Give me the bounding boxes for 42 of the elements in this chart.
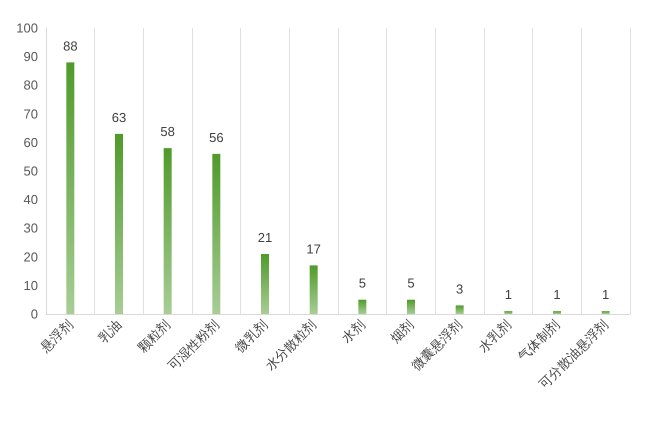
y-tick-label: 50: [24, 164, 38, 178]
bar: [602, 311, 610, 314]
bar: [504, 311, 512, 314]
data-label: 63: [112, 110, 126, 125]
data-label: 1: [504, 287, 512, 302]
y-tick-label: 10: [24, 278, 38, 293]
data-label: 1: [602, 287, 610, 302]
bar: [358, 300, 366, 314]
data-label: 17: [306, 241, 321, 256]
data-label: 58: [160, 124, 175, 140]
data-label: 3: [456, 281, 464, 296]
y-tick-label: 20: [24, 249, 38, 264]
bar: [407, 300, 415, 314]
y-tick-label: 0: [30, 306, 38, 322]
data-label: 56: [209, 130, 224, 145]
bar: [456, 305, 464, 314]
x-tick-label: 悬浮剂: [36, 316, 76, 356]
y-tick-label: 60: [24, 134, 38, 150]
bar: [261, 254, 269, 314]
data-label: 1: [553, 287, 561, 302]
bar: [212, 154, 220, 314]
y-tick-label: 90: [24, 49, 38, 64]
data-label: 21: [258, 230, 272, 245]
y-tick-label: 30: [24, 220, 38, 236]
y-tick-label: 100: [16, 20, 38, 36]
x-tick-label: 颗粒剂: [134, 316, 173, 355]
data-label: 5: [358, 276, 366, 291]
y-tick-label: 70: [24, 106, 38, 122]
data-label: 5: [407, 276, 415, 291]
bar: [115, 134, 123, 314]
x-tick-label: 水剂: [338, 316, 368, 346]
x-tick-label: 水乳剂: [475, 316, 514, 355]
bar: [310, 265, 318, 314]
data-label: 88: [63, 38, 78, 54]
y-tick-label: 40: [24, 192, 38, 208]
x-tick-label: 微乳剂: [232, 316, 270, 355]
bar: [66, 62, 74, 314]
x-tick-label: 烟剂: [387, 316, 416, 346]
x-tick-label: 乳油: [95, 316, 124, 346]
bar: [164, 148, 172, 314]
bar: [553, 311, 561, 314]
y-tick-label: 80: [24, 78, 38, 93]
